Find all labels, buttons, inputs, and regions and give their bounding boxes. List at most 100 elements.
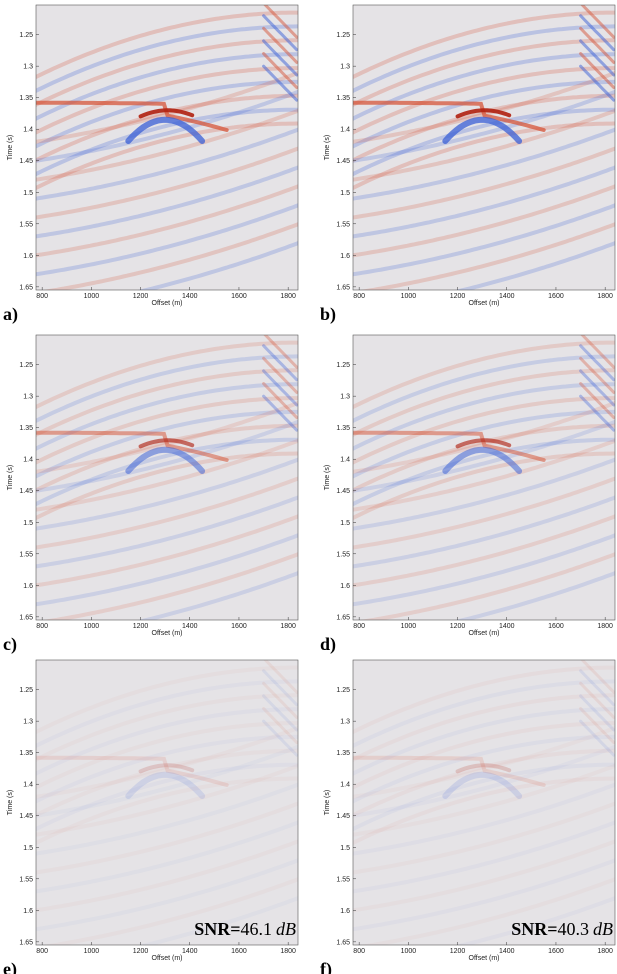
- y-tick-label: 1.3: [340, 719, 350, 726]
- event: [353, 107, 615, 177]
- event: [137, 241, 298, 290]
- event: [36, 721, 298, 790]
- x-tick-label: 1600: [231, 948, 247, 955]
- event: [353, 858, 615, 932]
- event: [580, 5, 615, 39]
- y-tick-label: 1.5: [340, 520, 350, 527]
- y-tick-label: 1.55: [336, 876, 350, 883]
- event: [43, 222, 298, 290]
- y-axis-label: Time (s): [7, 790, 14, 815]
- y-axis-label: Time (s): [7, 465, 14, 490]
- x-tick-label: 1800: [280, 293, 296, 300]
- event: [263, 660, 298, 694]
- x-tick-label: 800: [36, 623, 48, 630]
- y-tick-label: 1.45: [336, 158, 350, 165]
- x-tick-label: 1800: [280, 623, 296, 630]
- x-tick-label: 800: [353, 948, 365, 955]
- y-tick-label: 1.4: [340, 457, 350, 464]
- y-tick-label: 1.6: [340, 908, 350, 915]
- event: [353, 734, 615, 804]
- event: [579, 52, 615, 90]
- event: [353, 451, 615, 521]
- event: [353, 679, 615, 749]
- event: [36, 533, 298, 607]
- event: [36, 693, 298, 762]
- panel-label: d): [320, 634, 336, 655]
- event: [353, 437, 615, 507]
- event: [353, 762, 615, 832]
- event: [353, 354, 615, 424]
- event: [353, 776, 615, 846]
- event: [262, 26, 298, 64]
- event: [138, 108, 195, 119]
- x-tick-label: 1800: [597, 948, 613, 955]
- event: [353, 430, 546, 462]
- event: [353, 438, 615, 512]
- event: [353, 396, 615, 465]
- event: [36, 438, 298, 512]
- event: [125, 116, 206, 144]
- x-tick-label: 1200: [133, 948, 149, 955]
- event: [579, 394, 615, 432]
- event: [36, 451, 298, 521]
- event: [36, 354, 298, 424]
- x-tick-label: 1600: [548, 623, 564, 630]
- event: [353, 409, 615, 479]
- snr-annotation: SNR=40.3 dB: [511, 919, 613, 939]
- plot-area: [353, 335, 615, 620]
- panel-label: c): [3, 634, 17, 655]
- event: [36, 79, 298, 149]
- event: [579, 681, 615, 719]
- event: [36, 146, 298, 220]
- y-tick-label: 1.65: [336, 939, 350, 946]
- y-axis-label: Time (s): [324, 790, 331, 815]
- event: [579, 669, 615, 707]
- event: [262, 64, 298, 102]
- event: [262, 669, 298, 707]
- y-tick-label: 1.5: [340, 845, 350, 852]
- x-tick-label: 800: [353, 623, 365, 630]
- panel-label: f): [320, 959, 332, 974]
- y-tick-label: 1.3: [23, 64, 33, 71]
- x-tick-label: 1600: [231, 293, 247, 300]
- event: [353, 108, 615, 182]
- event: [262, 369, 298, 407]
- x-axis-label: Offset (m): [152, 955, 183, 962]
- y-tick-label: 1.55: [336, 551, 350, 558]
- plot-area: [36, 5, 298, 290]
- event: [353, 203, 615, 277]
- event: [353, 146, 615, 220]
- y-tick-label: 1.55: [336, 221, 350, 228]
- plot-area: [353, 660, 615, 945]
- event: [353, 476, 615, 550]
- event: [353, 121, 615, 191]
- event: [36, 514, 298, 588]
- event: [125, 771, 206, 799]
- seismic-image: [353, 335, 615, 620]
- event: [353, 419, 615, 493]
- event: [353, 514, 615, 588]
- event: [36, 409, 298, 479]
- y-tick-label: 1.25: [336, 687, 350, 694]
- event: [580, 335, 615, 369]
- event: [353, 24, 615, 94]
- event: [262, 394, 298, 432]
- event: [36, 89, 298, 163]
- event: [353, 165, 615, 239]
- event: [36, 38, 298, 107]
- y-tick-label: 1.3: [23, 719, 33, 726]
- x-tick-label: 1200: [450, 623, 466, 630]
- y-tick-label: 1.4: [340, 127, 350, 134]
- event: [36, 396, 298, 465]
- x-tick-label: 1000: [84, 948, 100, 955]
- x-axis-label: Offset (m): [152, 300, 183, 307]
- event: [36, 66, 298, 135]
- x-tick-label: 1800: [597, 623, 613, 630]
- y-tick-label: 1.4: [23, 457, 33, 464]
- y-tick-label: 1.6: [23, 253, 33, 260]
- seismic-image: [36, 335, 298, 620]
- event: [262, 719, 298, 757]
- y-axis-label: Time (s): [324, 465, 331, 490]
